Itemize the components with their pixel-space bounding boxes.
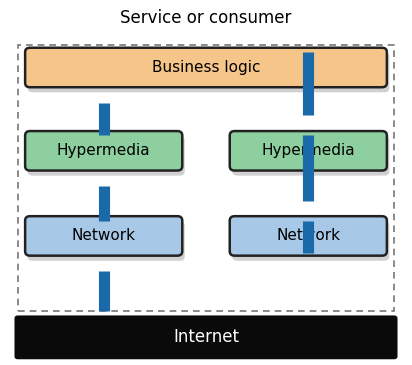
FancyBboxPatch shape: [28, 53, 389, 92]
FancyBboxPatch shape: [230, 216, 387, 255]
Text: Business logic: Business logic: [152, 60, 260, 75]
FancyBboxPatch shape: [232, 136, 389, 176]
FancyBboxPatch shape: [28, 136, 185, 176]
Text: Network: Network: [276, 228, 340, 243]
FancyBboxPatch shape: [14, 315, 398, 359]
Text: Internet: Internet: [173, 328, 239, 346]
FancyBboxPatch shape: [25, 216, 182, 255]
FancyBboxPatch shape: [230, 131, 387, 170]
Text: Service or consumer: Service or consumer: [120, 9, 292, 27]
FancyBboxPatch shape: [25, 48, 387, 87]
FancyBboxPatch shape: [232, 221, 389, 261]
Text: Hypermedia: Hypermedia: [57, 143, 150, 158]
Text: Network: Network: [72, 228, 136, 243]
Text: Hypermedia: Hypermedia: [262, 143, 355, 158]
FancyBboxPatch shape: [28, 221, 185, 261]
FancyBboxPatch shape: [25, 131, 182, 170]
